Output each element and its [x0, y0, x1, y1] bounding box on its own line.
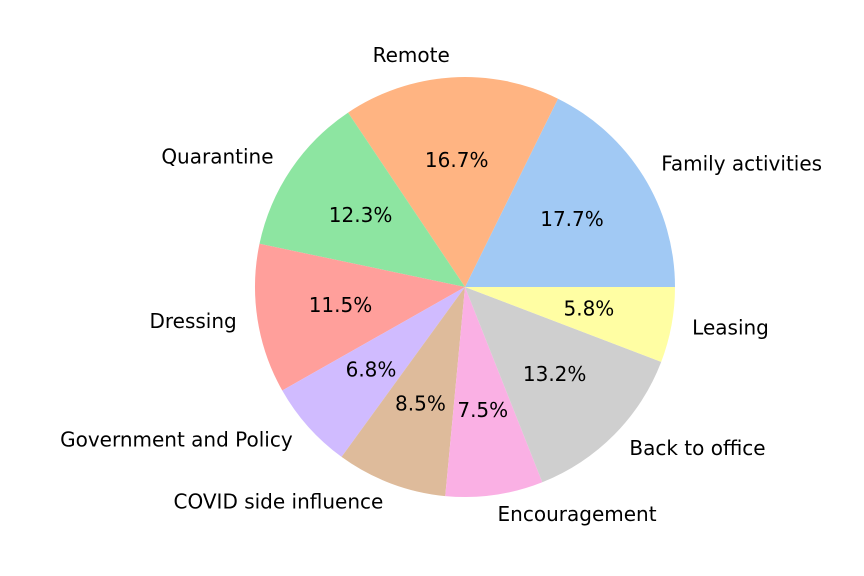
- pie-slice: [465, 287, 675, 362]
- pie-slice: [348, 76, 558, 287]
- slice-label: Quarantine: [161, 144, 273, 168]
- value-label: 16.7%: [425, 148, 489, 172]
- value-label: 5.8%: [564, 296, 615, 320]
- value-label: 12.3%: [329, 203, 393, 227]
- value-label: 8.5%: [395, 391, 446, 415]
- slice-label: Family activities: [661, 152, 822, 176]
- slice-label: Leasing: [692, 315, 769, 339]
- slice-label: Government and Policy: [60, 427, 293, 451]
- slice-label: COVID side influence: [174, 490, 384, 514]
- pie-slice: [465, 98, 675, 287]
- slice-label: Dressing: [149, 309, 236, 333]
- pie-slice: [282, 287, 465, 457]
- pie-slice: [255, 243, 465, 391]
- pie-slice: [465, 287, 662, 483]
- slice-label: Back to office: [629, 436, 765, 460]
- pie-slice: [341, 287, 465, 497]
- pie-slice: [445, 287, 543, 498]
- value-label: 7.5%: [457, 398, 508, 422]
- value-label: 6.8%: [346, 357, 397, 381]
- value-label: 11.5%: [309, 293, 373, 317]
- slice-label: Remote: [373, 43, 450, 67]
- value-label: 13.2%: [523, 362, 587, 386]
- pie-slice: [259, 112, 465, 287]
- slice-label: Encouragement: [498, 502, 657, 526]
- value-label: 17.7%: [540, 207, 604, 231]
